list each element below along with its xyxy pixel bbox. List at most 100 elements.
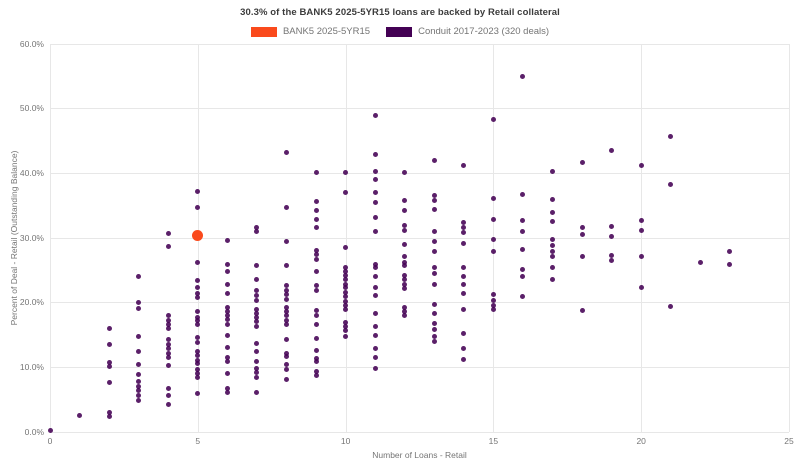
data-point bbox=[402, 208, 408, 214]
data-point bbox=[195, 204, 201, 210]
data-point bbox=[254, 348, 260, 354]
data-point bbox=[372, 332, 378, 338]
data-point bbox=[372, 169, 378, 175]
data-point bbox=[313, 224, 319, 230]
data-point bbox=[254, 293, 260, 299]
data-point bbox=[195, 334, 201, 340]
data-point bbox=[343, 293, 349, 299]
data-point bbox=[343, 328, 349, 334]
data-point bbox=[165, 346, 171, 352]
data-point bbox=[431, 333, 437, 339]
data-point bbox=[431, 207, 437, 213]
data-point bbox=[461, 225, 467, 231]
data-point bbox=[165, 363, 171, 369]
data-point bbox=[490, 291, 496, 297]
data-point bbox=[106, 360, 112, 366]
data-point bbox=[283, 313, 289, 319]
data-point bbox=[254, 277, 260, 283]
data-point bbox=[283, 366, 289, 372]
data-point bbox=[195, 374, 201, 380]
data-point bbox=[195, 366, 201, 372]
data-point bbox=[313, 312, 319, 318]
data-point bbox=[372, 151, 378, 157]
x-tick-label: 10 bbox=[340, 436, 351, 446]
data-point bbox=[343, 268, 349, 274]
data-point bbox=[372, 284, 378, 290]
data-point bbox=[343, 333, 349, 339]
data-point bbox=[106, 409, 112, 415]
data-point bbox=[372, 229, 378, 235]
data-point bbox=[638, 218, 644, 224]
data-point bbox=[490, 302, 496, 308]
data-point bbox=[343, 285, 349, 291]
data-point bbox=[136, 273, 142, 279]
data-point bbox=[195, 317, 201, 323]
data-point bbox=[372, 354, 378, 360]
data-point bbox=[283, 308, 289, 314]
data-point bbox=[195, 322, 201, 328]
data-point bbox=[402, 277, 408, 283]
data-point bbox=[106, 414, 112, 420]
data-point bbox=[490, 307, 496, 313]
data-point bbox=[490, 297, 496, 303]
data-point bbox=[343, 302, 349, 308]
v-gridline bbox=[789, 43, 790, 432]
data-point bbox=[431, 282, 437, 288]
data-point bbox=[136, 348, 142, 354]
data-point bbox=[136, 397, 142, 403]
data-point bbox=[343, 324, 349, 330]
data-point bbox=[520, 228, 526, 234]
h-gridline bbox=[50, 172, 789, 174]
data-point bbox=[461, 345, 467, 351]
data-point bbox=[254, 374, 260, 380]
data-point bbox=[224, 332, 230, 338]
data-point bbox=[402, 227, 408, 233]
data-point bbox=[402, 198, 408, 204]
data-point bbox=[224, 370, 230, 376]
x-axis-title: Number of Loans - Retail bbox=[372, 450, 467, 460]
data-point bbox=[461, 282, 467, 288]
data-point bbox=[165, 231, 171, 237]
data-point bbox=[195, 189, 201, 195]
data-point bbox=[343, 299, 349, 305]
data-point bbox=[254, 390, 260, 396]
data-point bbox=[195, 259, 201, 265]
data-point bbox=[283, 377, 289, 383]
data-point bbox=[313, 256, 319, 262]
data-point bbox=[343, 319, 349, 325]
data-point bbox=[461, 290, 467, 296]
y-tick-label: 40.0% bbox=[19, 167, 44, 178]
data-point bbox=[490, 216, 496, 222]
data-point bbox=[224, 268, 230, 274]
data-point bbox=[431, 327, 437, 333]
data-point bbox=[283, 304, 289, 310]
v-gridline bbox=[345, 43, 347, 432]
data-point bbox=[550, 169, 556, 175]
data-point bbox=[195, 295, 201, 301]
data-point bbox=[727, 262, 733, 268]
data-point bbox=[343, 277, 349, 283]
data-point bbox=[550, 253, 556, 259]
data-point bbox=[254, 319, 260, 325]
data-point bbox=[372, 346, 378, 352]
data-point bbox=[609, 148, 615, 154]
data-point bbox=[283, 288, 289, 294]
data-point bbox=[313, 372, 319, 378]
data-point bbox=[343, 307, 349, 313]
data-point bbox=[461, 163, 467, 169]
data-point bbox=[431, 302, 437, 308]
data-point bbox=[490, 248, 496, 254]
data-point bbox=[550, 243, 556, 249]
y-tick-label: 0.0% bbox=[24, 426, 44, 437]
data-point bbox=[283, 322, 289, 328]
data-point bbox=[431, 248, 437, 254]
data-point bbox=[579, 253, 585, 259]
data-point bbox=[106, 379, 112, 385]
data-point bbox=[195, 370, 201, 376]
x-tick-label: 5 bbox=[195, 436, 201, 446]
data-point bbox=[727, 248, 733, 254]
data-point bbox=[195, 278, 201, 284]
data-point bbox=[372, 214, 378, 220]
data-point bbox=[224, 261, 230, 267]
